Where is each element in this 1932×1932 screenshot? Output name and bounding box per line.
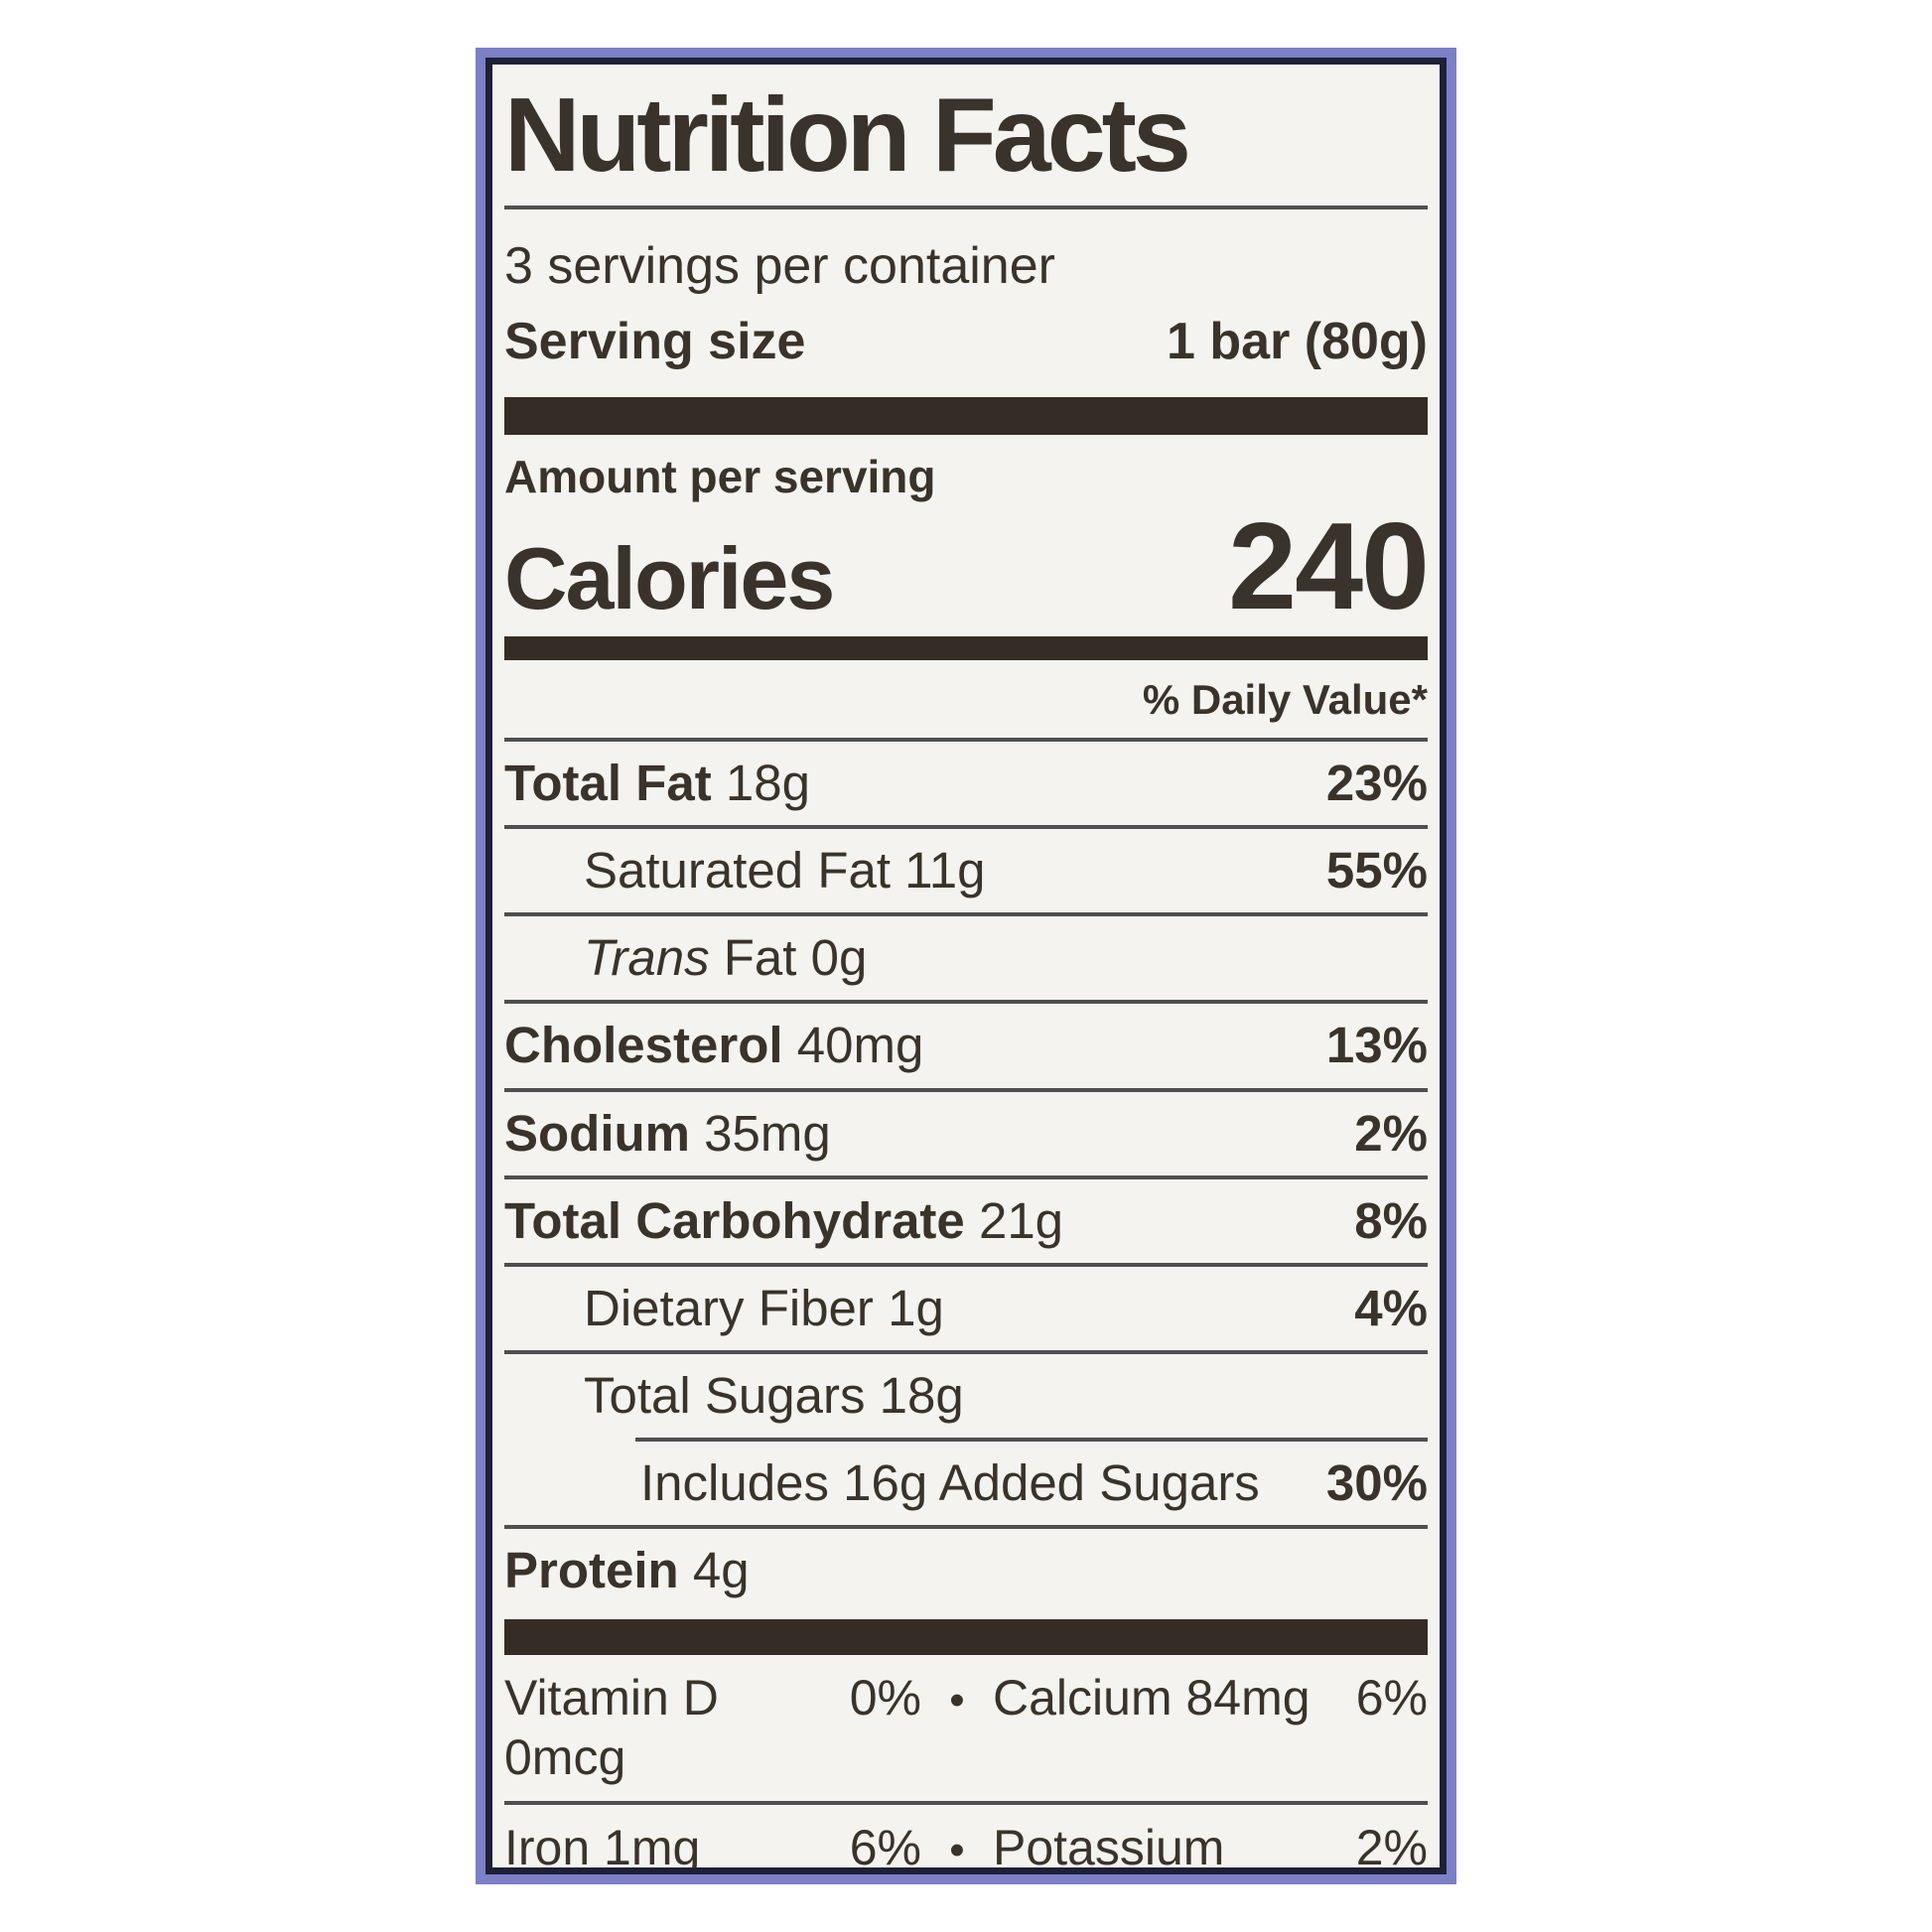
row-divider xyxy=(504,1000,1428,1005)
nutrient-row: Total Sugars 18g xyxy=(504,1354,1428,1438)
nutrient-name: Protein xyxy=(504,1542,679,1599)
micronutrient-left: Iron 1mg xyxy=(504,1819,701,1874)
nutrient-pct: 13% xyxy=(1325,1017,1428,1074)
servings-per-container: 3 servings per container xyxy=(504,237,1055,296)
micronutrient-right: Potassium 122mg xyxy=(993,1819,1225,1874)
micronutrient-row: Iron 1mg 6% • Potassium 122mg 2% xyxy=(504,1805,1428,1874)
thick-divider-top xyxy=(504,396,1428,435)
row-divider xyxy=(504,1800,1428,1805)
micronutrient-left-pct: 0% xyxy=(849,1669,921,1725)
nutrient-amount: 11g xyxy=(891,841,986,898)
micronutrient-left-pct: 6% xyxy=(849,1819,921,1874)
micronutrient-rows: Vitamin D 0mcg 0% • Calcium 84mg 6% Iron 1mg 6… xyxy=(504,1655,1428,1874)
calories-divider xyxy=(504,635,1428,660)
nutrient-amount: 18g xyxy=(865,1367,964,1425)
row-divider xyxy=(504,1262,1428,1267)
nutrition-label-panel: Nutrition Facts 3 servings per container… xyxy=(485,58,1447,1874)
nutrient-name: Sodium xyxy=(504,1104,690,1162)
nutrient-rows: Total Fat 18g 23% Saturated Fat 11g 55% Tran… xyxy=(504,742,1428,1613)
nutrition-label: Nutrition Facts 3 servings per container… xyxy=(476,48,1456,1884)
nutrient-amount: 18g xyxy=(711,754,810,811)
label-title: Nutrition Facts xyxy=(504,76,1191,194)
nutrient-row: Trans Fat 0g xyxy=(504,916,1428,1000)
calories-value: 240 xyxy=(1228,497,1430,635)
row-divider xyxy=(504,1525,1428,1530)
nutrient-pct: 30% xyxy=(1325,1454,1428,1512)
nutrient-name: Includes 16g Added Sugars xyxy=(640,1454,1260,1512)
title-divider xyxy=(504,206,1428,210)
nutrient-row: Total Carbohydrate 21g 8% xyxy=(504,1179,1428,1263)
nutrient-row: Includes 16g Added Sugars 30% xyxy=(504,1442,1428,1525)
micronutrient-right-pct: 6% xyxy=(1355,1669,1428,1725)
nutrient-name: Trans Fat xyxy=(584,929,797,987)
nutrient-name: Total Carbohydrate xyxy=(504,1191,965,1249)
serving-size-label: Serving size xyxy=(504,312,806,370)
row-divider xyxy=(504,1350,1428,1355)
micronutrient-right: Calcium 84mg xyxy=(993,1669,1311,1725)
calories-label: Calories xyxy=(504,528,835,627)
row-divider xyxy=(504,1174,1428,1179)
nutrient-row: Protein 4g xyxy=(504,1529,1428,1612)
serving-size-row: Serving size 1 bar (80g) xyxy=(504,312,1428,371)
nutrient-pct: 2% xyxy=(1354,1104,1428,1162)
daily-value-header: % Daily Value* xyxy=(1142,675,1428,723)
nutrient-pct: 4% xyxy=(1354,1279,1428,1336)
amount-per-serving-label: Amount per serving xyxy=(504,450,936,502)
nutrient-amount: 1g xyxy=(873,1279,944,1336)
row-divider xyxy=(504,1087,1428,1092)
nutrient-amount: 4g xyxy=(678,1542,750,1599)
nutrient-row: Total Fat 18g 23% xyxy=(504,742,1428,825)
row-divider xyxy=(635,1438,1428,1443)
nutrient-pct: 8% xyxy=(1354,1191,1428,1249)
nutrient-amount: 0g xyxy=(796,929,868,987)
nutrient-amount: 35mg xyxy=(690,1104,831,1162)
nutrient-row: Sodium 35mg 2% xyxy=(504,1092,1428,1175)
nutrient-name: Saturated Fat xyxy=(584,841,892,898)
nutrient-row: Cholesterol 40mg 13% xyxy=(504,1004,1428,1087)
row-divider xyxy=(504,737,1428,742)
nutrient-pct: 55% xyxy=(1325,841,1428,898)
calories-row: Calories 240 xyxy=(504,497,1430,635)
row-divider xyxy=(504,912,1428,917)
nutrient-name: Dietary Fiber xyxy=(584,1279,874,1336)
micronutrient-right-pct: 2% xyxy=(1355,1819,1428,1874)
micronutrient-left: Vitamin D 0mcg xyxy=(504,1669,719,1785)
nutrient-amount: 40mg xyxy=(782,1017,924,1074)
bullet-separator: • xyxy=(949,1825,965,1874)
nutrient-pct: 23% xyxy=(1325,754,1428,811)
nutrient-name: Total Sugars xyxy=(584,1367,866,1425)
nutrient-row: Saturated Fat 11g 55% xyxy=(504,829,1428,912)
nutrient-amount: 21g xyxy=(964,1191,1064,1249)
nutrient-row: Dietary Fiber 1g 4% xyxy=(504,1267,1428,1350)
nutrient-name: Total Fat xyxy=(504,754,712,811)
bullet-separator: • xyxy=(949,1675,965,1725)
micronutrient-row: Vitamin D 0mcg 0% • Calcium 84mg 6% xyxy=(504,1655,1428,1801)
row-divider xyxy=(504,824,1428,829)
serving-size-value: 1 bar (80g) xyxy=(1167,312,1428,370)
nutrient-name: Cholesterol xyxy=(504,1017,783,1074)
thick-divider-middle xyxy=(504,1618,1428,1655)
